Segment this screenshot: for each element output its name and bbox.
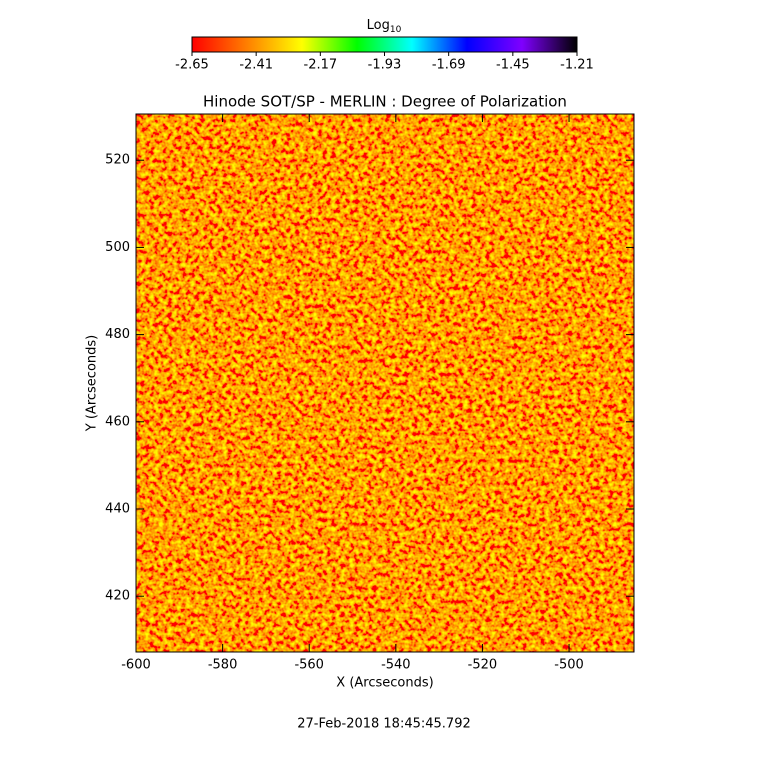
y-tick-label: 480 [105,327,130,342]
x-tick-label: -540 [381,658,411,673]
y-tick-label: 500 [105,240,130,255]
plot-frame [135,113,635,653]
y-axis-label: Y (Arcseconds) [85,335,100,432]
x-axis-label: X (Arcseconds) [336,676,433,691]
y-tick-label: 520 [105,153,130,168]
colorbar-tick-label: -1.21 [560,58,594,73]
timestamp: 27-Feb-2018 18:45:45.792 [297,717,471,732]
chart-title: Hinode SOT/SP - MERLIN : Degree of Polar… [203,93,567,111]
y-tick-label: 420 [105,589,130,604]
y-tick-label: 440 [105,501,130,516]
colorbar-tick-label: -1.45 [496,58,530,73]
colorbar-tick-label: -2.41 [239,58,273,73]
colorbar [191,36,578,53]
colorbar-tick-label: -1.93 [368,58,402,73]
colorbar-tick-label: -2.65 [175,58,209,73]
x-tick-label: -600 [121,658,151,673]
heatmap-texture [136,114,634,652]
colorbar-tick-label: -2.17 [304,58,338,73]
colorbar-tick-label: -1.69 [432,58,466,73]
x-tick-label: -580 [208,658,238,673]
x-tick-label: -560 [294,658,324,673]
colorbar-label: Log10 [367,18,402,35]
y-tick-label: 460 [105,414,130,429]
x-tick-label: -500 [554,658,584,673]
x-tick-label: -520 [468,658,498,673]
